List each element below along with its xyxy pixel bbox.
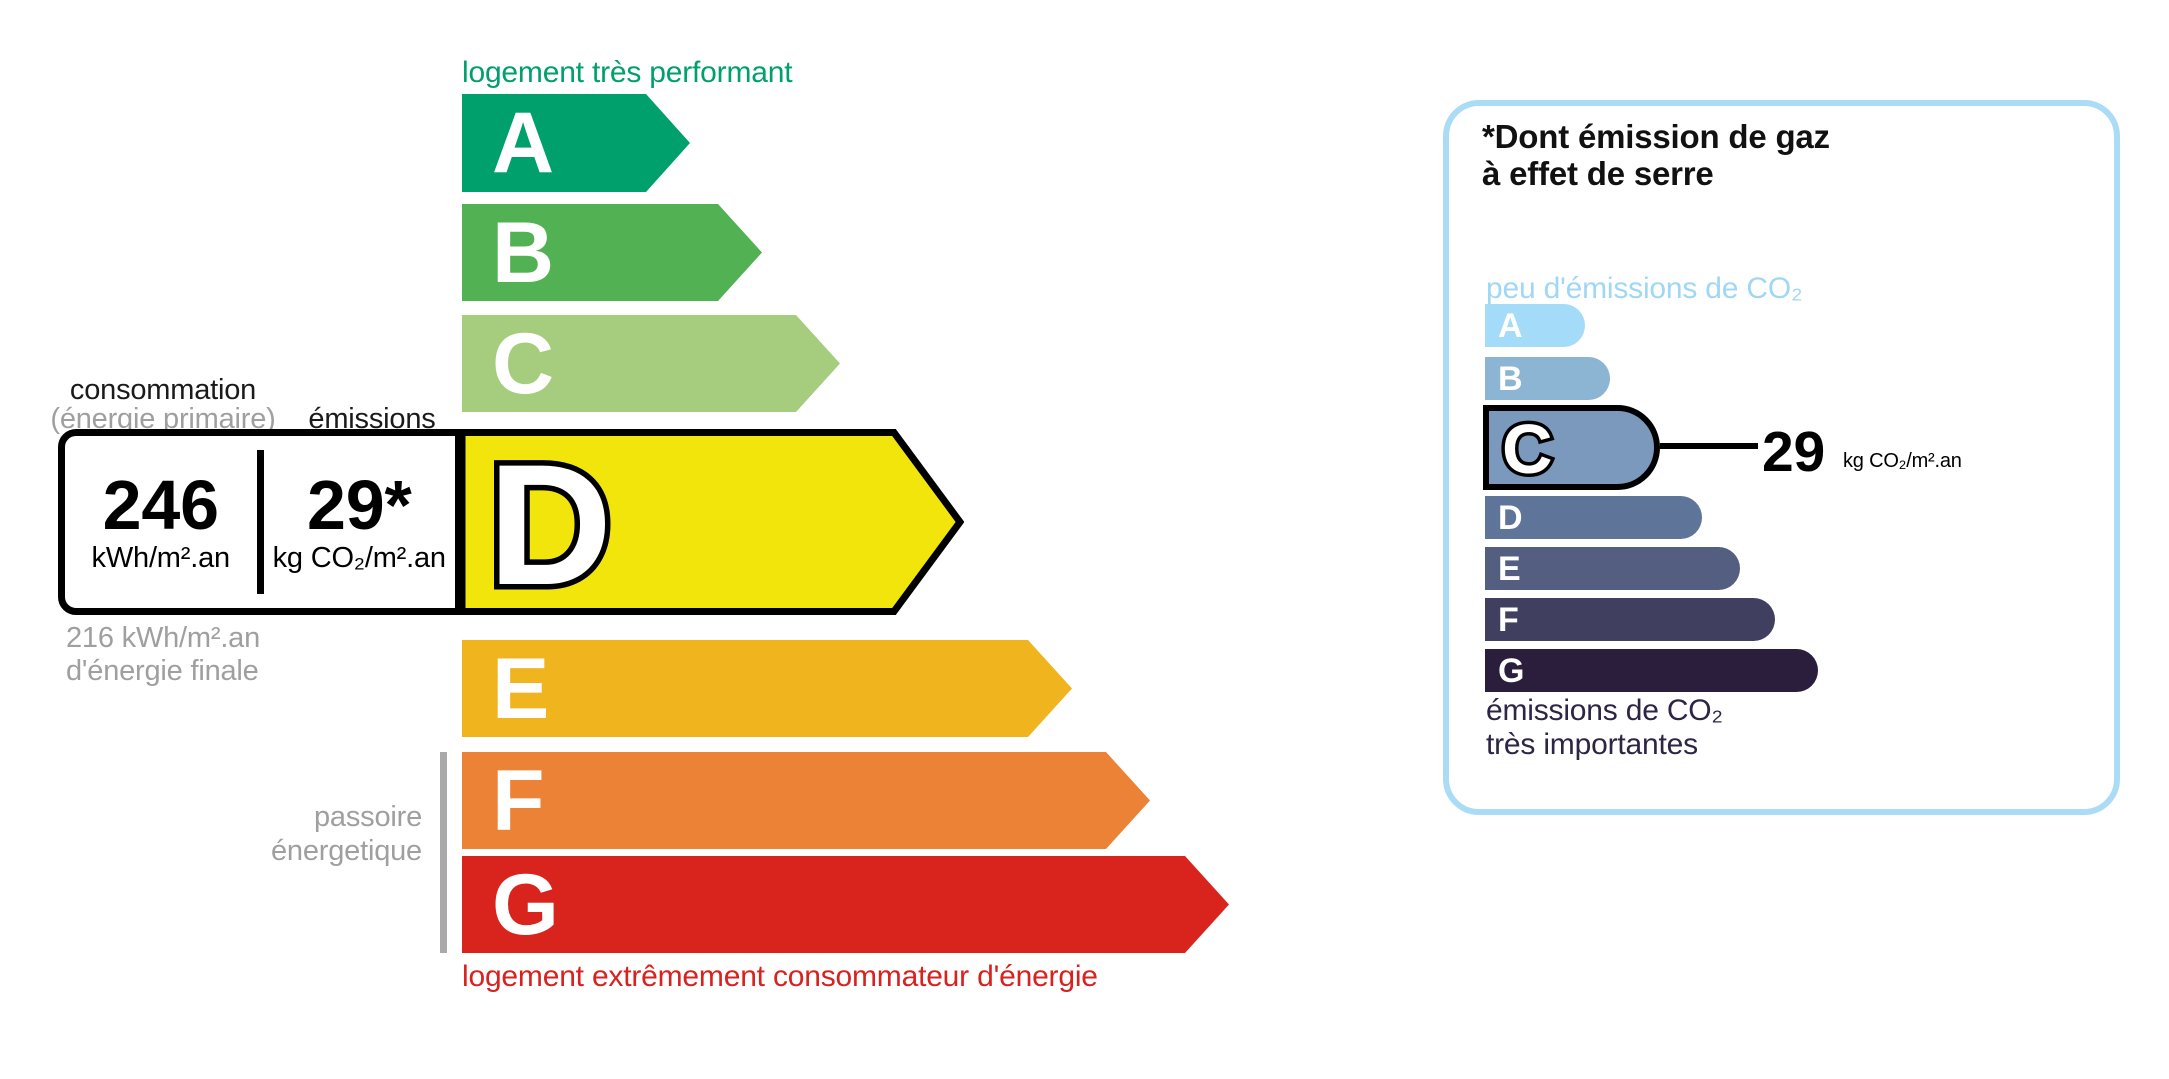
co2-title-line1: *Dont émission de gaz: [1482, 118, 1830, 155]
rating-box: 246 kWh/m².an 29* kg CO₂/m².an: [58, 429, 462, 615]
energy-class-bar-b: B: [462, 204, 762, 301]
co2-panel-title: *Dont émission de gaz à effet de serre: [1482, 118, 1830, 192]
rating-box-divider: [256, 450, 264, 594]
consumption-unit: kWh/m².an: [91, 541, 231, 574]
consumption-cell: 246 kWh/m².an: [65, 436, 257, 608]
co2-high-emissions-caption: émissions de CO₂ très importantes: [1486, 694, 1723, 762]
co2-value-connector-line: [1660, 443, 1758, 449]
energy-class-letter-f: F: [492, 752, 545, 849]
energy-scale-top-caption: logement très performant: [462, 56, 793, 89]
energy-class-letter-a: A: [492, 95, 554, 191]
consumption-value: 246: [102, 465, 219, 544]
energy-class-bar-f: F: [462, 752, 1150, 849]
final-energy-line2: d'énergie finale: [66, 655, 259, 687]
co2-value: 29: [1762, 420, 1826, 484]
co2-class-letter-c: C: [1502, 413, 1552, 485]
emissions-cell: 29* kg CO₂/m².an: [264, 436, 456, 608]
co2-value-unit: kg CO₂/m².an: [1843, 450, 1962, 472]
co2-class-bar-d: D: [1485, 496, 1702, 539]
energy-class-letter-e: E: [492, 640, 550, 737]
sieve-label-line1: passoire: [313, 801, 422, 833]
energy-class-letter-g: G: [492, 856, 559, 953]
co2-class-letter-g: G: [1498, 651, 1525, 690]
co2-class-bar-e: E: [1485, 547, 1740, 590]
co2-class-letter-c-svg: C: [1499, 413, 1556, 485]
co2-bottom-line1: émissions de CO₂: [1486, 694, 1723, 727]
emissions-value: 29*: [306, 465, 412, 544]
co2-title-line2: à effet de serre: [1482, 155, 1714, 192]
co2-class-letter-e: E: [1498, 549, 1521, 588]
final-energy-caption: 216 kWh/m².an d'énergie finale: [66, 622, 260, 688]
energy-class-bar-e: E: [462, 640, 1072, 737]
energy-sieve-label: passoire énergetique: [222, 800, 422, 868]
energy-class-letter-b: B: [492, 204, 554, 301]
emissions-unit: kg CO₂/m².an: [272, 541, 446, 574]
co2-class-bar-g: G: [1485, 649, 1818, 692]
energy-class-bar-g: G: [462, 856, 1229, 953]
energy-class-arrow-d: D: [462, 429, 964, 615]
energy-class-bar-c: C: [462, 315, 840, 412]
sieve-label-line2: énergetique: [271, 835, 422, 867]
co2-class-bar-b: B: [1485, 357, 1610, 400]
energy-class-bar-a: A: [462, 94, 690, 192]
energy-class-letter-d: D: [488, 429, 612, 615]
co2-class-letter-d: D: [1498, 498, 1523, 537]
d-arrow-shape: [462, 429, 964, 615]
consumption-label: consommation: [69, 374, 257, 406]
energy-scale-bottom-caption: logement extrêmement consommateur d'éner…: [462, 960, 1098, 993]
co2-class-letter-a: A: [1498, 306, 1523, 345]
energy-sieve-rule: [440, 752, 447, 953]
final-energy-line1: 216 kWh/m².an: [66, 622, 261, 654]
co2-class-bar-a: A: [1485, 304, 1585, 347]
co2-class-bar-f: F: [1485, 598, 1775, 641]
co2-low-emissions-caption: peu d'émissions de CO₂: [1486, 272, 1803, 305]
co2-class-letter-b: B: [1498, 359, 1523, 398]
co2-class-letter-f: F: [1498, 600, 1519, 639]
co2-class-pill-c: C: [1483, 405, 1660, 490]
energy-class-letter-c: C: [492, 315, 554, 412]
co2-bottom-line2: très importantes: [1486, 728, 1698, 761]
